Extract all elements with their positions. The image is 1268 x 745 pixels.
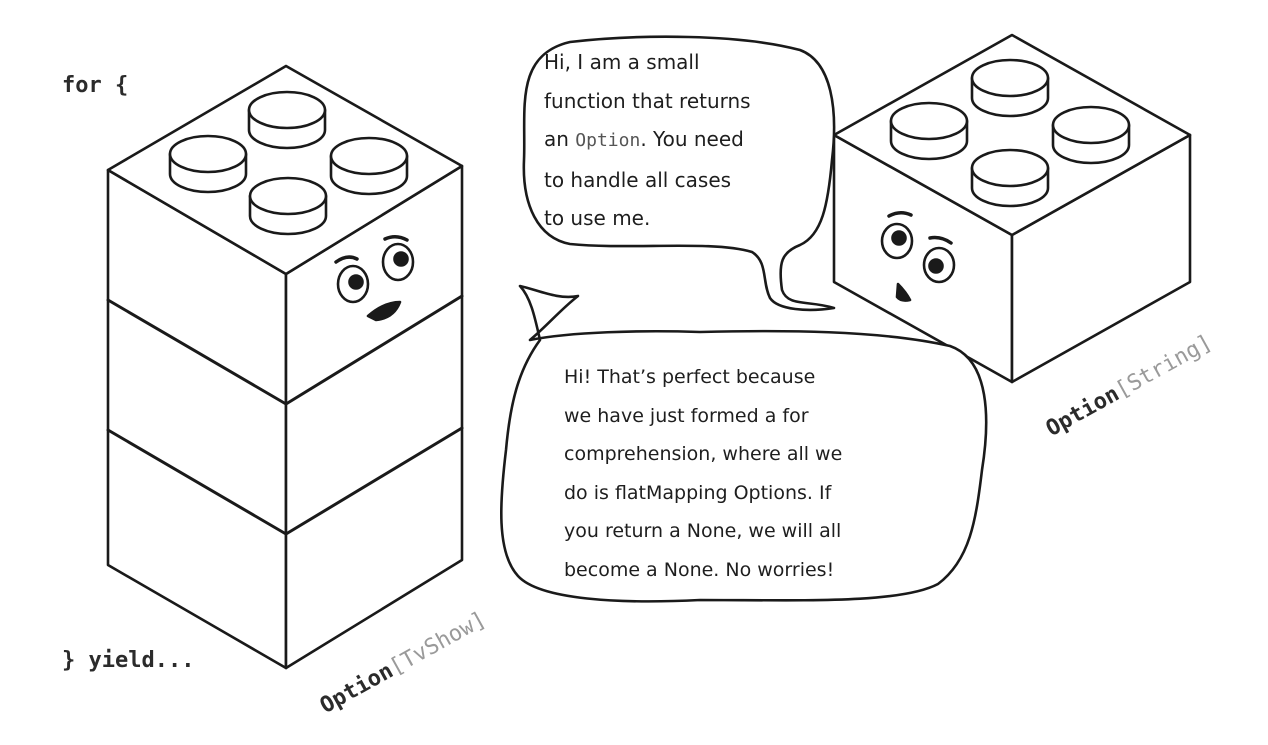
bubble-top-line: function that returns	[544, 88, 751, 113]
for-open-code: for {	[62, 73, 129, 98]
small-brick	[832, 33, 1192, 384]
bubble-bottom-line: Hi! That’s perfect because	[564, 366, 816, 388]
bubble-top-line-prefix: an	[544, 127, 576, 151]
bubble-bottom-line: comprehension, where all we	[564, 443, 843, 465]
bubble-bottom-line: become a None. No worries!	[564, 558, 835, 581]
stud	[889, 101, 969, 161]
bubble-bottom-line: do is flatMapping Options. If	[564, 481, 832, 504]
bubble-top-line: to use me.	[544, 206, 651, 230]
stud	[247, 90, 327, 150]
option-inline-code: Option	[575, 130, 641, 151]
bubble-top-line: Hi, I am a small	[544, 50, 700, 74]
bubble-top-line: an Option. You need	[544, 120, 751, 161]
bubble-bottom-line: we have just formed a for	[564, 404, 809, 427]
tall-brick-stack	[106, 64, 464, 670]
stud	[1051, 105, 1131, 165]
speech-bubble-bottom-text: Hi! That’s perfect because we have just …	[564, 358, 842, 589]
tall-brick-face	[334, 235, 415, 322]
stud	[248, 176, 328, 236]
yield-close-code: } yield...	[62, 648, 195, 673]
speech-bubble-top-text: Hi, I am a small function that returns a…	[544, 43, 751, 238]
small-brick-face	[880, 211, 956, 302]
bubble-bottom-line: you return a None, we will all	[564, 520, 842, 542]
stud	[970, 148, 1050, 208]
bubble-top-line-suffix: . You need	[640, 127, 744, 151]
stud	[168, 134, 248, 194]
bubble-top-line: to handle all cases	[544, 167, 732, 192]
stud	[970, 58, 1050, 118]
speech-bubble-bottom	[499, 284, 988, 603]
speech-bubble-top	[522, 35, 836, 312]
stud	[329, 136, 409, 196]
